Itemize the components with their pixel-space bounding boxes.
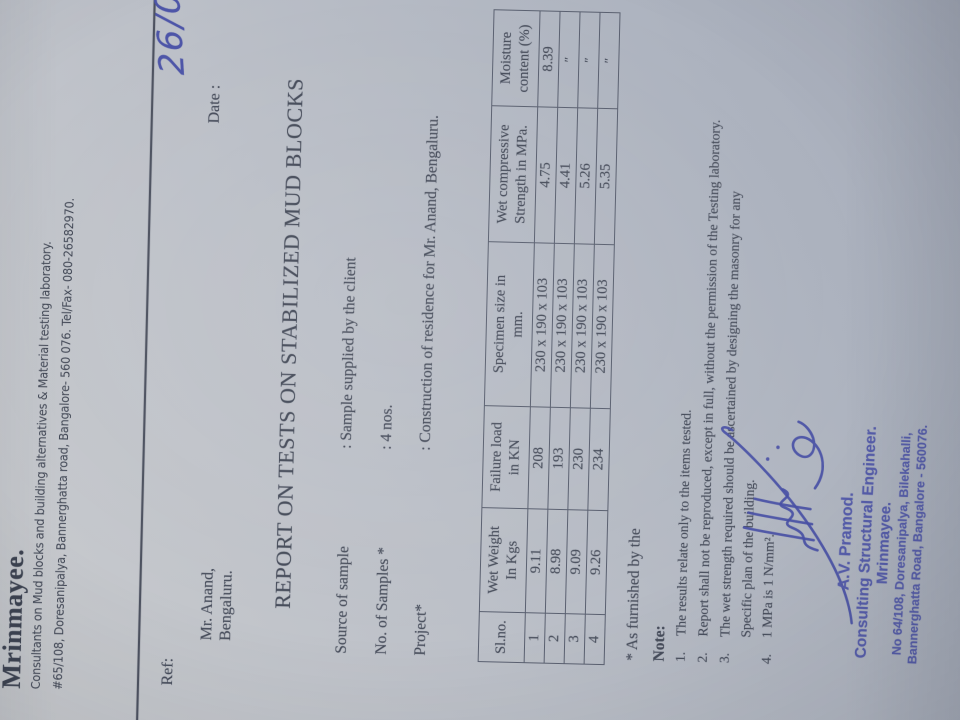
field-label: No. of Samples * — [372, 546, 393, 655]
cell-wet-compressive: 5.35 — [594, 108, 618, 245]
cell-moisture: ″ — [557, 11, 581, 108]
letterhead-address: #65/108, Doresanipalya, Bannerghatta roa… — [49, 197, 77, 690]
header-slno: Sl.no. — [478, 611, 526, 663]
cell-wet-weight: 9.11 — [525, 508, 548, 614]
date-label: Date : — [205, 84, 224, 124]
note-item-text: The results relate only to the items tes… — [673, 409, 694, 637]
field-value: : Sample supplied by the client — [337, 257, 360, 449]
field-value: : 4 nos. — [377, 404, 396, 450]
cell-moisture: ″ — [577, 11, 601, 109]
cell-slno: 1 — [524, 612, 546, 664]
cell-failure-load: 234 — [587, 408, 611, 511]
header-moisture: Moisture content (%) — [491, 9, 541, 107]
letterhead-rule — [135, 0, 158, 720]
cell-specimen-size: 230 x 190 x 103 — [590, 244, 615, 409]
field-row-project: Project* : Construction of residence for… — [412, 16, 446, 656]
results-table: Sl.no. Wet Weight In Kgs Failure load in… — [478, 9, 621, 665]
note-item-number: 2. — [694, 652, 710, 663]
cell-slno: 4 — [584, 614, 606, 665]
cell-wet-weight: 8.98 — [545, 509, 568, 614]
note-item-number: 3. — [716, 652, 732, 664]
header-specimen-size: Specimen size in mm. — [484, 241, 535, 407]
report-title: REPORT ON TESTS ON STABILIZED MUD BLOCKS — [269, 77, 308, 610]
header-wet-weight: Wet Weight In Kgs — [479, 507, 528, 613]
cell-slno: 2 — [544, 613, 566, 664]
cell-failure-load: 208 — [527, 406, 551, 510]
cell-failure-load: 230 — [567, 407, 591, 511]
addressee-name: Mr. Anand, — [198, 567, 217, 641]
letterhead-company: Mrinmayee. — [0, 548, 30, 690]
cell-moisture: ″ — [597, 12, 621, 109]
cell-wet-weight: 9.26 — [585, 510, 608, 615]
note-item-number: 4. — [758, 653, 774, 665]
field-row-source: Source of sample : Sample supplied by th… — [333, 14, 367, 654]
header-wet-compressive: Wet compressive Strength in MPa. — [488, 105, 538, 243]
cell-wet-weight: 9.09 — [565, 509, 588, 615]
cell-slno: 3 — [564, 613, 586, 665]
field-row-samples: No. of Samples * : 4 nos. — [373, 15, 407, 655]
addressee-city: Bengaluru. — [217, 570, 236, 642]
header-failure-load: Failure load in KN — [481, 405, 531, 509]
field-label: Source of sample — [332, 545, 353, 654]
field-label: Project* — [411, 603, 431, 656]
signature-scribble — [720, 420, 853, 625]
field-value: : Construction of residence for Mr. Anan… — [416, 114, 442, 451]
stamp-block: A.V. Pramod. Consulting Structural Engin… — [829, 376, 933, 710]
cell-moisture: 8.39 — [537, 10, 561, 108]
footnote-asterisk: * As furnished by the — [623, 528, 644, 662]
handwritten-date: 26/04/11 — [142, 0, 193, 76]
note-item-number: 1. — [672, 651, 688, 663]
ref-label: Ref: — [158, 657, 177, 686]
letterhead-tagline: Consultants on Mud blocks and building a… — [27, 241, 54, 690]
cell-failure-load: 193 — [547, 407, 571, 510]
